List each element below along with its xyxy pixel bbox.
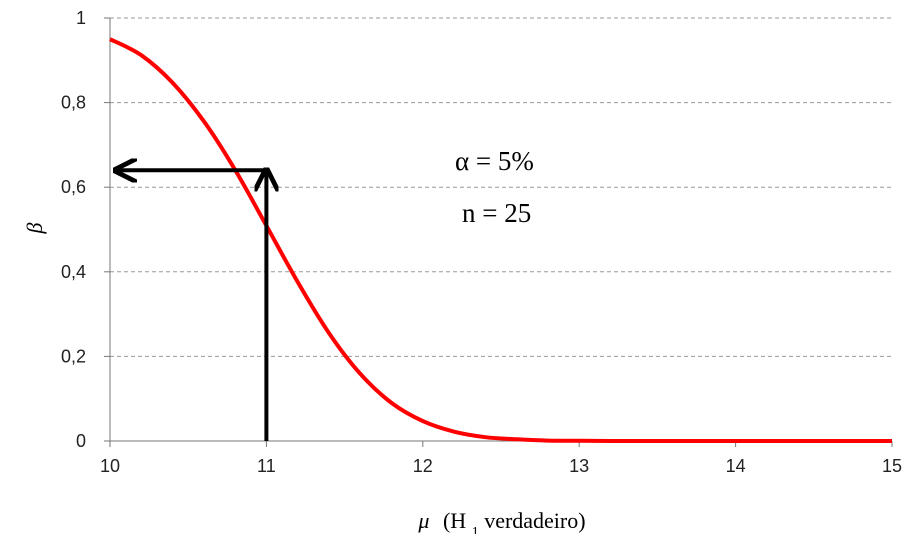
y-tick-label-2: 0,4 bbox=[61, 262, 86, 282]
series-group bbox=[109, 37, 892, 444]
x-tick-label-5: 15 bbox=[882, 456, 902, 476]
n-label: n = 25 bbox=[462, 198, 531, 228]
x-tick-label-2: 12 bbox=[413, 456, 433, 476]
x-axis-symbol: μ bbox=[417, 508, 429, 533]
y-tick-label-3: 0,6 bbox=[61, 177, 86, 197]
annotation-arrows bbox=[118, 170, 268, 441]
y-tick-label-4: 0,8 bbox=[61, 93, 86, 113]
alpha-label: α = 5% bbox=[455, 146, 534, 176]
y-axis-title: β bbox=[22, 222, 47, 234]
x-tick-label-0: 10 bbox=[100, 456, 120, 476]
y-tick-label-0: 0 bbox=[76, 431, 86, 451]
tick-labels: 0 0,2 0,4 0,6 0,8 1 10 11 12 13 14 15 bbox=[61, 8, 902, 476]
x-axis-text-part2: verdadeiro) bbox=[484, 508, 585, 533]
x-tick-label-3: 13 bbox=[569, 456, 589, 476]
series-line-0 bbox=[109, 37, 892, 444]
x-tick-label-1: 11 bbox=[257, 456, 276, 476]
x-axis-text-part1: (H bbox=[443, 508, 466, 533]
y-tick-label-5: 1 bbox=[76, 8, 86, 28]
x-axis-title: μ (H 1 verdadeiro) bbox=[417, 508, 585, 534]
x-tick-label-4: 14 bbox=[726, 456, 746, 476]
y-tick-label-1: 0,2 bbox=[61, 346, 86, 366]
axes bbox=[104, 17, 893, 447]
x-axis-subscript: 1 bbox=[472, 525, 479, 534]
grid-lines bbox=[110, 17, 892, 357]
